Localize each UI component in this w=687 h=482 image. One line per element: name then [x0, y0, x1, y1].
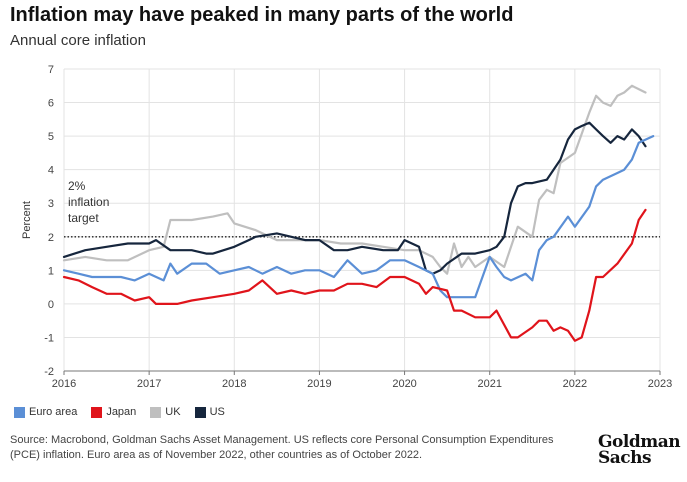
series-line-uk: [62, 84, 647, 275]
source-note: Source: Macrobond, Goldman Sachs Asset M…: [10, 434, 554, 461]
legend-label-us: US: [209, 406, 225, 418]
series-line-japan: [62, 208, 647, 342]
y-axis-label: Percent: [21, 201, 33, 239]
logo-line-1: Goldman: [598, 432, 681, 452]
y-tick-label: 7: [48, 64, 54, 76]
y-tick-label: 6: [48, 98, 54, 110]
legend-swatch-euro-area: [14, 406, 25, 418]
legend-item-uk: UK: [150, 406, 181, 418]
x-tick-label: 2020: [392, 378, 416, 390]
goldman-sachs-logo: Goldman Sachs: [598, 432, 681, 468]
y-tick-label: 5: [48, 131, 54, 143]
legend-label-euro-area: Euro area: [29, 406, 78, 418]
legend-item-japan: Japan: [91, 406, 136, 418]
chart-title: Inflation may have peaked in many parts …: [10, 4, 514, 26]
y-tick-label: 3: [48, 198, 54, 210]
x-tick-label: 2019: [307, 378, 331, 390]
x-tick-label: 2017: [137, 378, 161, 390]
chart-subtitle: Annual core inflation: [10, 32, 146, 49]
y-tick-label: -1: [44, 332, 54, 344]
legend-item-euro-area: Euro area: [14, 406, 77, 418]
x-tick-label: 2022: [563, 378, 587, 390]
y-tick-label: -2: [44, 366, 54, 378]
legend-item-us: US: [194, 406, 225, 418]
x-tick-label: 2016: [52, 378, 76, 390]
series-line-euro-area: [62, 135, 655, 299]
logo-line-2: Sachs: [598, 448, 652, 468]
y-tick-label: 1: [48, 265, 54, 277]
target-annotation-text: target: [68, 211, 99, 225]
legend-swatch-japan: [91, 406, 103, 418]
legend-label-uk: UK: [165, 406, 181, 418]
line-chart: -2 -1 0 1 2 3 4 5 6 7 2016 2017 2018 2019 2020 2021 2022…: [21, 64, 672, 390]
y-tick-label: 4: [48, 165, 54, 177]
series-line-us: [62, 121, 647, 275]
x-tick-label: 2023: [648, 378, 672, 390]
y-tick-label: 0: [48, 299, 54, 311]
x-tick-label: 2021: [477, 378, 501, 390]
legend-label-japan: Japan: [106, 406, 137, 418]
target-annotation-text: 2%: [68, 179, 86, 193]
legend-swatch-us: [194, 406, 206, 418]
x-tick-label: 2018: [222, 378, 246, 390]
y-tick-label: 2: [48, 232, 54, 244]
legend-swatch-uk: [150, 406, 162, 418]
target-annotation-text: inflation: [68, 195, 109, 209]
chart-legend: Euro area Japan UK US: [14, 406, 225, 418]
